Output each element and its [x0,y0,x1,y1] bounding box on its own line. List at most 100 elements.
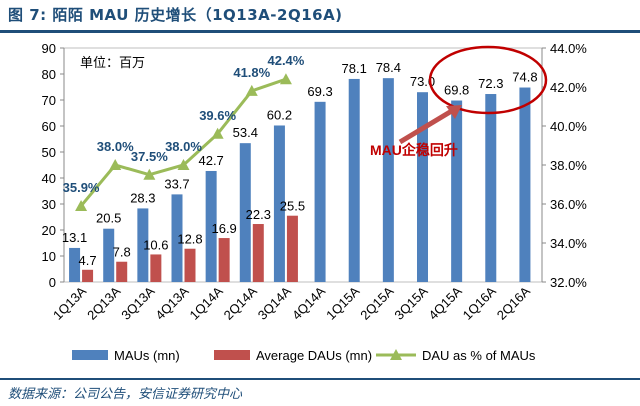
left-tick-label: 90 [42,41,56,56]
mau-bar [69,247,81,282]
right-axis: 32.0% 34.0% 36.0% 38.0% 40.0% 42.0% 44.0% [541,41,587,290]
x-tick-label: 2Q16A [494,283,533,322]
dau-pct-label: 37.5% [131,149,168,164]
legend-pct-marker [390,349,402,360]
dau-bar [252,224,264,282]
legend-mau-label: MAUs (mn) [114,348,180,363]
dau-bar [286,215,298,282]
mau-value-label: 72.3 [478,76,503,91]
dau-value-label: 22.3 [246,207,271,222]
mau-bar [103,228,115,282]
legend-pct-label: DAU as % of MAUs [422,348,536,363]
mau-bar [273,125,285,282]
dau-pct-label: 42.4% [267,53,304,68]
left-tick-label: 20 [42,223,56,238]
mau-bar [239,143,251,282]
dau-bar [116,261,128,282]
mau-value-label: 53.4 [233,125,258,140]
mau-value-label: 33.7 [164,176,189,191]
figure-label: 图 7: [8,6,47,24]
plot-frame [63,47,543,283]
mau-bar [451,100,463,283]
mau-value-label: 20.5 [96,211,121,226]
x-tick-label: 1Q14A [187,283,226,322]
dau-pct-marker [279,73,292,85]
line-series: 35.9% 38.0%37.5%38.0% 39.6% 41.8%42.4% [63,53,305,211]
mau-bar [348,78,360,282]
figure-title-text: 陌陌 MAU 历史增长（1Q13A-2Q16A) [52,6,343,24]
dau-pct-marker [109,159,122,170]
unit-label: 单位：百万 [80,55,145,70]
left-tick-label: 40 [42,171,56,186]
x-tick-label: 2Q15A [357,283,396,322]
x-tick-label: 1Q15A [323,283,362,322]
mau-value-label: 78.4 [376,60,401,75]
x-axis-labels: 1Q13A2Q13A3Q13A4Q13A1Q14A2Q14A3Q14A4Q14A… [50,283,533,322]
dau-value-label: 25.5 [280,199,305,214]
annotation-arrow-head [446,105,462,119]
left-tick-label: 70 [42,93,56,108]
dau-bar [184,248,196,282]
dau-pct-marker [177,159,190,170]
annotation: MAU企稳回升 [370,45,548,158]
dau-value-label: 12.8 [177,232,202,247]
right-tick-label: 40.0% [550,119,587,134]
dau-bar [218,238,230,282]
mau-value-label: 69.3 [307,84,332,99]
figure-title: 图 7: 陌陌 MAU 历史增长（1Q13A-2Q16A) [8,4,343,25]
source-note: 数据来源：公司公告，安信证券研究中心 [8,387,243,402]
mau-value-label: 60.2 [267,107,292,122]
dau-value-label: 16.9 [211,221,236,236]
x-tick-label: 2Q14A [221,283,260,322]
dau-pct-marker [75,199,88,211]
mau-bar [137,208,149,282]
dau-pct-marker [143,168,156,180]
mau-bar [485,94,497,282]
annotation-text: MAU企稳回升 [370,142,458,158]
right-tick-label: 34.0% [550,236,587,251]
mau-bar [314,101,326,282]
x-tick-label: 4Q15A [426,283,465,322]
annotation-arrow-shaft [398,106,457,145]
chart-area: 0 10 20 30 40 50 60 70 80 90 32.0% 34.0% 36.0% 38.0%… [42,41,588,363]
legend: MAUs (mn) Average DAUs (mn) DAU as % of MA… [72,348,536,363]
x-tick-label: 4Q13A [152,283,191,322]
source-divider [0,378,640,380]
dau-pct-marker [211,127,224,139]
right-tick-label: 36.0% [550,197,587,212]
right-tick-label: 44.0% [550,41,587,56]
dau-pct-marker [245,84,258,96]
x-tick-label: 1Q16A [460,283,499,322]
left-tick-label: 0 [49,275,56,290]
mau-value-label: 13.1 [62,230,87,245]
legend-mau-swatch [72,350,108,360]
dau-pct-label: 35.9% [63,180,100,195]
legend-dau-swatch [214,350,250,360]
left-tick-label: 50 [42,145,56,160]
mau-value-label: 69.8 [444,83,469,98]
dau-bar [150,254,162,282]
x-tick-label: 4Q14A [289,283,328,322]
bar-series: 13.1 4.7 20.5 7.8 28.3 10.6 33.7 12.8 42.7 16.9 53… [62,60,538,283]
mau-bar [519,87,531,282]
dau-pct-label: 38.0% [165,139,202,154]
mau-value-label: 74.8 [512,70,537,85]
left-tick-label: 30 [42,197,56,212]
x-tick-label: 3Q15A [391,283,430,322]
left-tick-label: 80 [42,67,56,82]
mau-value-label: 42.7 [198,153,223,168]
mau-value-label: 73.0 [410,74,435,89]
left-tick-label: 10 [42,249,56,264]
legend-dau-label: Average DAUs (mn) [256,348,372,363]
highlight-ellipse [428,45,548,115]
dau-pct-label: 41.8% [233,65,270,80]
x-tick-label: 3Q14A [255,283,294,322]
dau-value-label: 4.7 [79,253,97,268]
mau-value-label: 28.3 [130,190,155,205]
x-tick-label: 3Q13A [118,283,157,322]
title-divider [0,30,640,33]
mau-value-label: 78.1 [342,61,367,76]
left-tick-label: 60 [42,119,56,134]
right-tick-label: 32.0% [550,275,587,290]
dau-value-label: 10.6 [143,237,168,252]
